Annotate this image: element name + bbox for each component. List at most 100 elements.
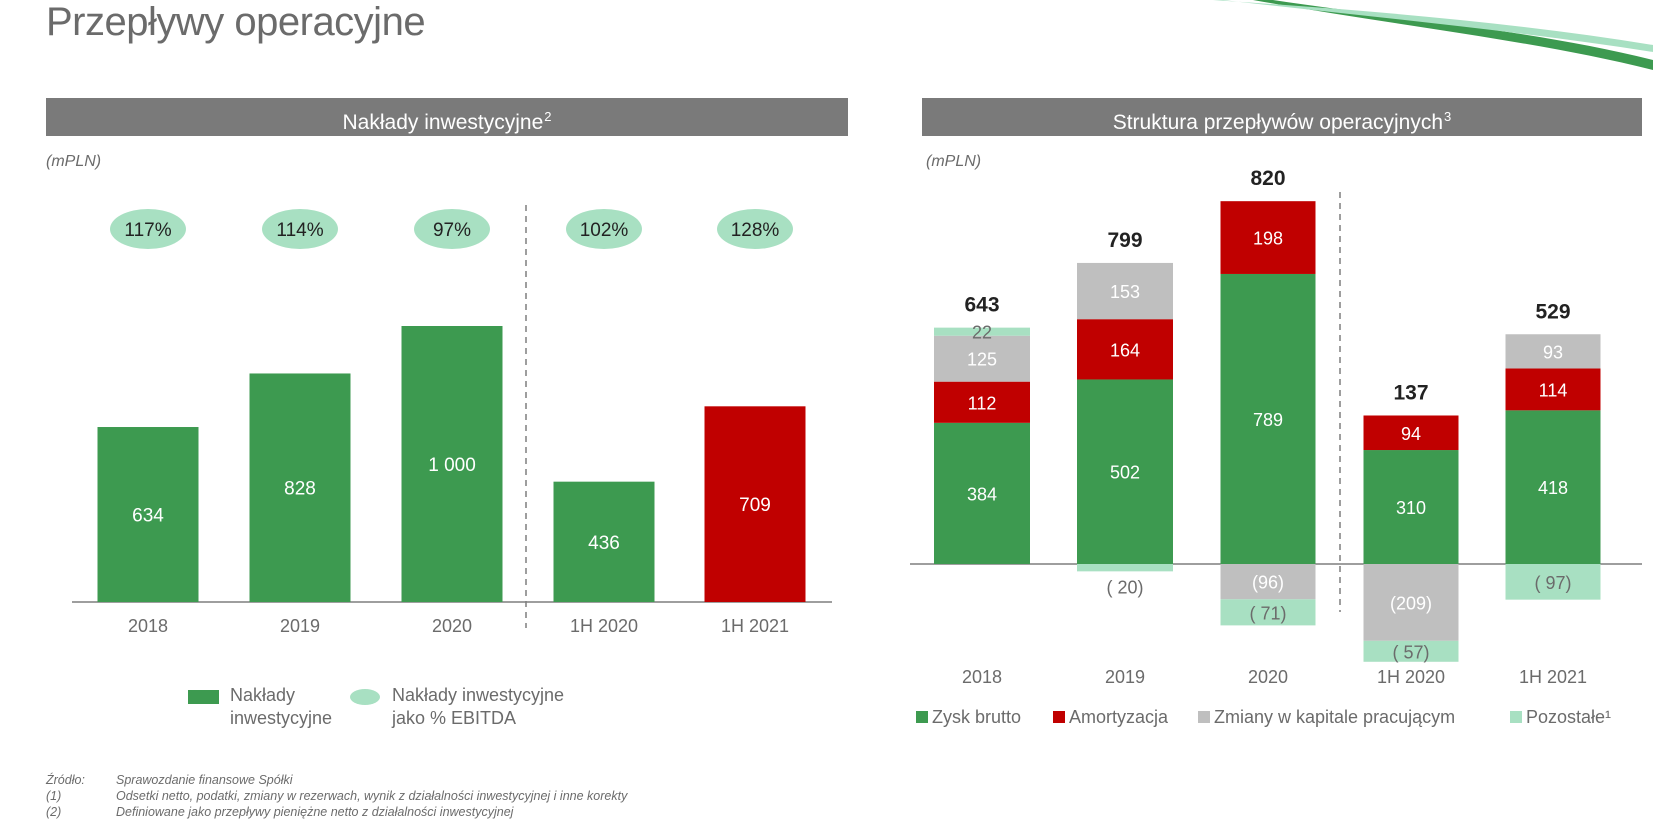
segment-value-label: (96)	[1252, 573, 1284, 593]
right-header-footnote: 3	[1444, 109, 1452, 124]
segment-value-label: 502	[1110, 463, 1140, 483]
working-capital-segment	[1505, 334, 1601, 369]
left-header-footnote: 2	[544, 109, 552, 124]
depreciation-segment	[1077, 319, 1173, 380]
other-segment	[1363, 640, 1459, 662]
other-segment	[1220, 599, 1316, 626]
working-capital-segment	[1363, 564, 1459, 641]
depreciation-segment	[1220, 201, 1316, 274]
stack-total-label: 137	[1393, 381, 1428, 404]
depreciation-segment	[934, 381, 1030, 423]
segment-value-label: 789	[1253, 410, 1283, 430]
legend-depreciation-label: Amortyzacja	[1069, 707, 1169, 727]
legend-swatch-capex-pct	[350, 689, 380, 705]
segment-value-label: 112	[968, 393, 997, 413]
right-x-tick-label: 1H 2020	[1377, 667, 1445, 687]
working-capital-segment	[1077, 262, 1173, 320]
footnote-source: Źródło: Sprawozdanie finansowe Spółki	[46, 773, 293, 787]
right-x-tick-label: 2018	[962, 667, 1002, 687]
ebitda-pct-label: 128%	[731, 220, 780, 241]
other-segment	[934, 327, 1030, 336]
stack-total-label: 820	[1250, 167, 1285, 190]
segment-value-label: ( 57)	[1392, 642, 1429, 662]
legend-other-label: Pozostałe¹	[1526, 707, 1612, 727]
segment-value-label: 384	[967, 484, 997, 504]
legend-swatch-working-capital	[1198, 711, 1210, 723]
ebitda-pct-marker	[717, 209, 793, 249]
capex-value-label: 709	[739, 495, 771, 516]
legend-capex-pct-label: Nakłady inwestycyjne jako % EBITDA	[392, 685, 565, 728]
ebitda-pct-marker	[110, 209, 186, 249]
legend-swatch-depreciation	[1053, 711, 1065, 723]
right-legend: Zysk brutto Amortyzacja Zmiany w kapital…	[916, 707, 1646, 731]
segment-value-label: 114	[1539, 380, 1568, 400]
gross-profit-segment	[1220, 273, 1316, 564]
segment-value-label: 198	[1253, 229, 1283, 249]
segment-value-label: 418	[1538, 478, 1568, 498]
right-x-tick-label: 2019	[1105, 667, 1145, 687]
capex-value-label: 634	[132, 506, 164, 527]
depreciation-segment	[1363, 415, 1459, 451]
segment-value-label: 93	[1543, 342, 1563, 362]
right-unit-label: (mPLN)	[926, 153, 982, 170]
ebitda-pct-marker	[566, 209, 642, 249]
ebitda-pct-label: 117%	[124, 220, 171, 241]
other-segment	[1077, 564, 1173, 572]
legend-swatch-capex	[188, 690, 219, 704]
working-capital-segment	[934, 335, 1030, 382]
gross-profit-segment	[1363, 450, 1459, 564]
page-title: Przepływy operacyjne	[46, 0, 426, 44]
stack-total-label: 529	[1535, 300, 1570, 323]
depreciation-segment	[1505, 368, 1601, 411]
legend-swatch-gross-profit	[916, 711, 928, 723]
segment-value-label: 94	[1401, 424, 1421, 444]
left-x-tick-label: 2018	[128, 616, 168, 636]
segment-value-label: 22	[972, 323, 992, 343]
left-legend: Nakłady inwestycyjne Nakłady inwestycyjn…	[188, 685, 648, 736]
legend-swatch-other	[1510, 711, 1522, 723]
capex-value-label: 1 000	[428, 455, 476, 476]
stack-total-label: 799	[1107, 229, 1142, 252]
legend-working-capital-label: Zmiany w kapitale pracującym	[1214, 707, 1456, 727]
ebitda-pct-label: 114%	[276, 220, 323, 241]
capex-value-label: 828	[284, 479, 316, 500]
legend-gross-profit-label: Zysk brutto	[932, 707, 1022, 727]
capex-bar	[553, 481, 655, 602]
other-segment	[1505, 564, 1601, 600]
left-unit-label: (mPLN)	[46, 153, 102, 170]
legend-capex-label: Nakłady inwestycyjne	[230, 685, 333, 728]
segment-value-label: 164	[1110, 340, 1140, 360]
footnotes: Źródło: Sprawozdanie finansowe Spółki (1)…	[46, 772, 627, 820]
capex-bar	[249, 373, 351, 602]
segment-value-label: 153	[1110, 282, 1140, 302]
stack-total-label: 643	[964, 294, 999, 317]
segment-value-label: 125	[967, 350, 997, 370]
ebitda-pct-label: 97%	[433, 220, 471, 241]
capex-bar	[704, 406, 806, 602]
left-x-tick-label: 2019	[280, 616, 320, 636]
left-panel-header: Nakłady inwestycyjne2	[46, 98, 848, 136]
footnote-2: (2) Definiowane jako przepływy pieniężne …	[46, 805, 514, 819]
segment-value-label: ( 71)	[1249, 603, 1286, 623]
working-capital-segment	[1220, 564, 1316, 600]
capex-bar	[401, 326, 503, 602]
left-x-tick-label: 1H 2020	[570, 616, 638, 636]
right-x-tick-label: 1H 2021	[1519, 667, 1587, 687]
right-panel-header: Struktura przepływów operacyjnych3	[922, 98, 1642, 136]
right-x-tick-label: 2020	[1248, 667, 1288, 687]
gross-profit-segment	[1505, 410, 1601, 564]
segment-value-label: 310	[1396, 498, 1426, 518]
left-x-tick-label: 2020	[432, 616, 472, 636]
ebitda-pct-label: 102%	[580, 220, 629, 241]
segment-value-label: ( 97)	[1534, 573, 1571, 593]
capex-bar	[97, 427, 199, 602]
ebitda-pct-marker	[262, 209, 338, 249]
left-x-tick-label: 1H 2021	[721, 616, 789, 636]
capex-value-label: 436	[588, 533, 620, 554]
footnote-1: (1) Odsetki netto, podatki, zmiany w reze…	[46, 789, 628, 803]
segment-value-label: (209)	[1390, 593, 1432, 613]
gross-profit-segment	[934, 422, 1030, 564]
gross-profit-segment	[1077, 379, 1173, 564]
